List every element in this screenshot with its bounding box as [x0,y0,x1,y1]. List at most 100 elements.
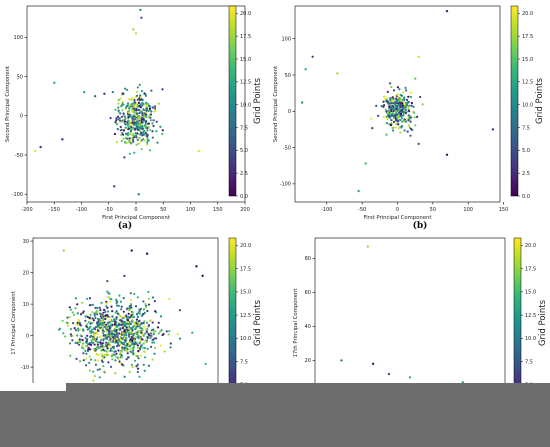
scatter-point [119,125,122,129]
scatter-point [114,332,117,335]
colorbar-tick-label: 2.5 [240,171,248,177]
scatter-point [129,306,132,309]
scatter-point [106,347,109,350]
scatter-point-outlier [132,28,135,31]
scatter-point [120,333,123,336]
scatter-point [136,86,139,89]
y-tick-label: 10 [23,302,29,308]
scatter-point [127,119,130,122]
scatter-point [413,116,416,119]
scatter-point [129,299,133,302]
scatter-point [115,352,118,355]
scatter-point [101,342,104,345]
scatter-point [148,114,151,117]
y-tick-label: 50 [285,73,291,79]
scatter-point [100,338,103,341]
scatter-point [111,91,114,94]
scatter-point [389,97,392,100]
scatter-point [118,294,121,297]
scatter-point [399,118,402,122]
scatter-point [156,326,160,329]
scatter-point [385,133,388,136]
scatter-point-outlier [39,145,42,149]
scatter-point [107,310,110,313]
scatter-point [136,315,139,319]
x-tick-label: -50 [358,207,366,213]
scatter-point [69,308,73,311]
scatter-point [391,126,394,130]
scatter-point [118,352,121,356]
scatter-point [135,90,139,93]
scatter-point [117,109,120,112]
scatter-point [139,94,142,97]
scatter-point [137,320,140,323]
scatter-point [398,88,401,91]
scatter-point [124,87,127,90]
scatter-point [397,112,400,116]
scatter-point [134,359,137,362]
scatter-point [402,98,405,102]
scatter-point [154,346,157,349]
scatter-point [108,327,111,330]
scatter-point [131,109,134,112]
scatter-point [147,303,151,306]
scatter-point [114,359,117,362]
scatter-point [104,317,107,321]
scatter-point [152,333,155,336]
scatter-point [107,342,110,345]
y-tick-label: 20 [23,270,29,276]
scatter-point [144,340,147,343]
scatter-point [138,124,141,127]
scatter-point [120,341,123,344]
scatter-point [371,127,374,130]
scatter-point [154,105,157,108]
scatter-point [103,356,106,359]
y-tick-label: 100 [281,36,291,42]
scatter-point [120,139,123,143]
y-tick-label: 0 [20,114,23,120]
scatter-point [135,114,138,117]
scatter-point [100,353,103,356]
colorbar-tick-label: 12.5 [240,313,251,319]
scatter-point [140,140,143,143]
scatter-point [161,333,164,337]
scatter-point [113,320,116,323]
scatter-point [141,338,144,341]
scatter-point [101,355,104,358]
scatter-point [115,318,118,321]
scatter-point [132,353,135,356]
scatter-point [89,348,92,351]
scatter-point [135,109,138,112]
scatter-point [115,304,118,307]
scatter-point [144,124,147,127]
scatter-point-outlier [93,95,97,98]
scatter-point [125,142,128,145]
scatter-point [138,83,141,86]
scatter-point [89,358,93,361]
scatter-point [153,300,156,303]
scatter-point [384,108,387,111]
scatter-point [86,349,90,352]
y-tick-label: 60 [305,290,311,296]
scatter-point [113,132,116,136]
scatter-point-outlier [417,55,420,58]
scatter-point [121,337,124,340]
scatter-point [144,105,148,108]
scatter-point [135,318,138,321]
scatter-point [143,139,146,142]
scatter-point [389,116,392,119]
scatter-point [400,109,403,112]
scatter-point [396,86,399,89]
scatter-point [151,122,154,125]
scatter-point [117,98,120,102]
scatter-point [109,337,112,340]
scatter-point [150,319,153,322]
scatter-point [112,333,115,336]
scatter-point [98,320,101,323]
scatter-point [76,312,79,315]
scatter-point [409,120,412,123]
scatter-point [135,102,139,105]
scatter-point [106,332,109,335]
scatter-point [152,124,155,128]
colorbar-tick-label: 7.5 [240,359,248,365]
